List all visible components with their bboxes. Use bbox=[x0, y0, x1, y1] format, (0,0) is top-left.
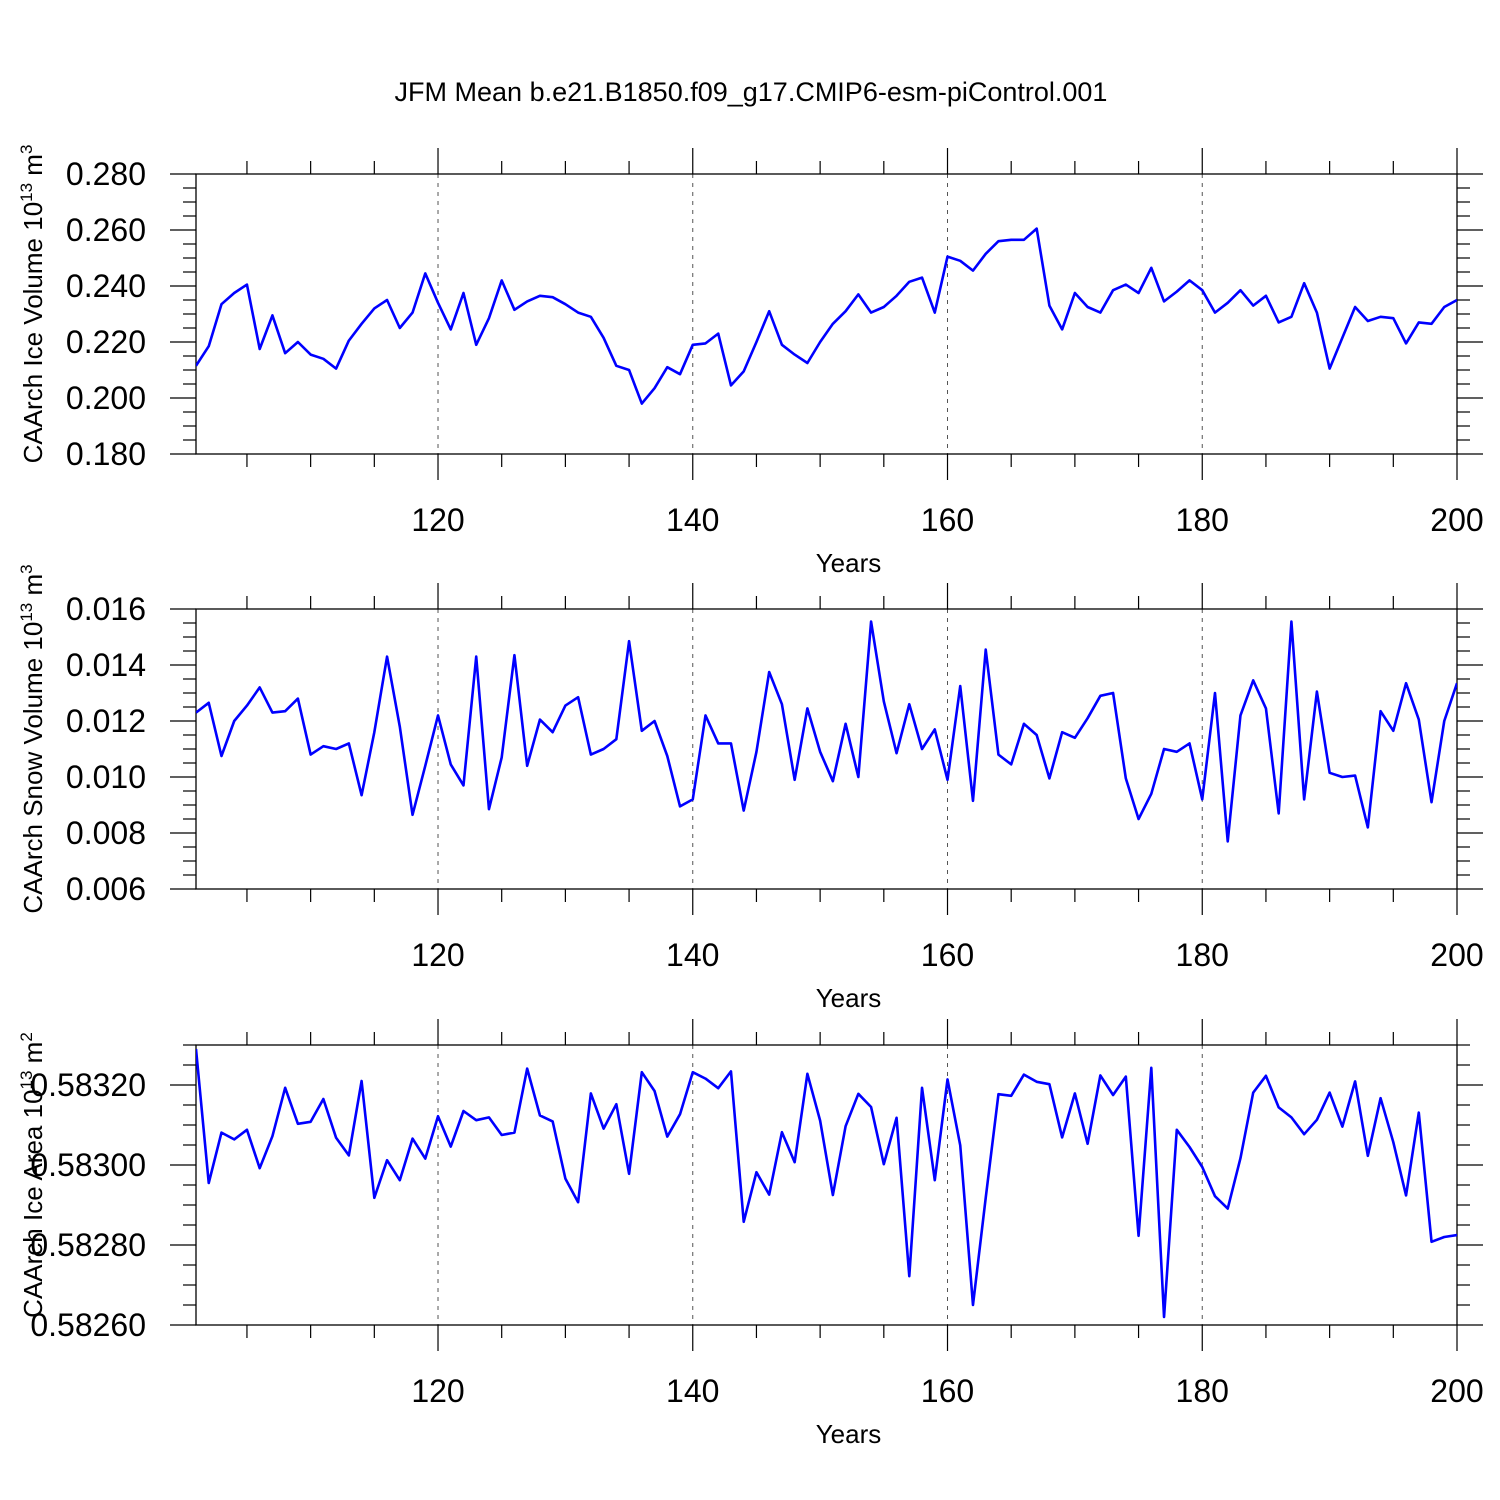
y-tick-label: 0.006 bbox=[66, 871, 146, 907]
x-axis-title: Years bbox=[816, 983, 882, 1013]
y-tick-label: 0.008 bbox=[66, 815, 146, 851]
y-tick-label: 0.012 bbox=[66, 703, 146, 739]
panel-3: 0.58260 0.58280 0.58300 0.58320 120 140 160 180… bbox=[17, 1019, 1484, 1449]
series-line bbox=[196, 227, 1457, 405]
y-tick-label: 0.58280 bbox=[30, 1227, 146, 1263]
x-tick-label: 140 bbox=[666, 937, 719, 973]
x-axis-title: Years bbox=[816, 548, 882, 578]
x-tick-label: 180 bbox=[1176, 937, 1229, 973]
x-tick-label: 120 bbox=[411, 502, 464, 538]
x-tick-label: 160 bbox=[921, 502, 974, 538]
x-axis-title: Years bbox=[816, 1419, 882, 1449]
x-tick-label: 200 bbox=[1430, 502, 1483, 538]
panel-1: 0.180 0.200 0.220 0.240 0.260 0.280 120 140 160 1… bbox=[17, 145, 1484, 578]
y-tick-label: 0.200 bbox=[66, 380, 146, 416]
y-tick-label: 0.016 bbox=[66, 591, 146, 627]
y-tick-label: 0.58300 bbox=[30, 1147, 146, 1183]
x-tick-label: 120 bbox=[411, 1373, 464, 1409]
panel-2: 0.006 0.008 0.010 0.012 0.014 0.016 120 140 160 1… bbox=[17, 564, 1484, 1013]
plot-frame bbox=[195, 608, 1458, 890]
x-tick-label: 180 bbox=[1176, 502, 1229, 538]
x-tick-label: 200 bbox=[1430, 937, 1483, 973]
x-tick-label: 140 bbox=[666, 1373, 719, 1409]
x-tick-label: 200 bbox=[1430, 1373, 1483, 1409]
y-tick-label: 0.240 bbox=[66, 268, 146, 304]
x-tick-label: 160 bbox=[921, 1373, 974, 1409]
y-tick-label: 0.014 bbox=[66, 647, 146, 683]
series-line bbox=[196, 620, 1457, 843]
y-axis-title: CAArch Ice Area 1013 m2 bbox=[17, 1032, 48, 1318]
y-axis-title: CAArch Ice Volume 1013 m3 bbox=[17, 145, 48, 464]
x-tick-label: 180 bbox=[1176, 1373, 1229, 1409]
x-tick-label: 160 bbox=[921, 937, 974, 973]
plot-frame bbox=[195, 173, 1458, 455]
series-line bbox=[196, 1048, 1457, 1319]
y-tick-label: 0.260 bbox=[66, 212, 146, 248]
y-tick-label: 0.010 bbox=[66, 759, 146, 795]
x-tick-label: 140 bbox=[666, 502, 719, 538]
y-tick-label: 0.180 bbox=[66, 436, 146, 472]
y-tick-label: 0.58260 bbox=[30, 1307, 146, 1343]
figure-title: JFM Mean b.e21.B1850.f09_g17.CMIP6-esm-p… bbox=[395, 77, 1108, 107]
y-tick-label: 0.280 bbox=[66, 156, 146, 192]
y-tick-label: 0.220 bbox=[66, 324, 146, 360]
x-tick-label: 120 bbox=[411, 937, 464, 973]
y-tick-label: 0.58320 bbox=[30, 1067, 146, 1103]
plot-frame bbox=[195, 1044, 1458, 1326]
y-axis-title: CAArch Snow Volume 1013 m3 bbox=[17, 564, 48, 913]
